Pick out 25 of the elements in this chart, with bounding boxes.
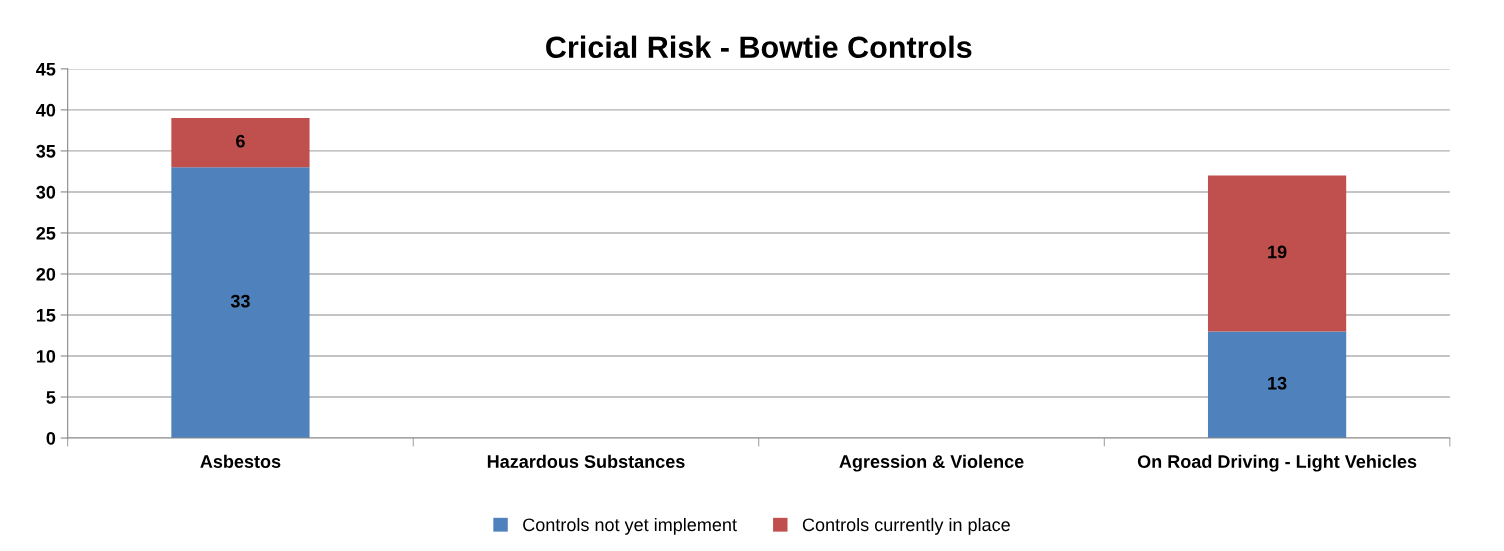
x-tick-label: On Road Driving - Light Vehicles [1137, 454, 1417, 472]
legend-label: Controls not yet implement [523, 517, 737, 535]
data-label: 19 [1268, 245, 1287, 259]
y-tick-label: 20 [36, 267, 56, 281]
x-tick-label: Asbestos [200, 454, 281, 468]
y-tick-label: 0 [46, 431, 56, 445]
data-label: 33 [230, 294, 250, 308]
chart-title: Cricial Risk - Bowtie Controls [546, 35, 972, 59]
bar [1207, 331, 1347, 439]
bar [171, 118, 310, 168]
y-tick-label: 5 [46, 391, 56, 404]
x-tick-label: Hazardous Substances [487, 454, 685, 468]
data-label: 6 [236, 134, 245, 148]
legend-label: Controls currently in place [802, 517, 1010, 535]
y-tick-label: 25 [36, 226, 56, 240]
bar [171, 167, 310, 439]
y-tick-label: 40 [36, 103, 56, 117]
y-tick-label: 45 [36, 63, 56, 76]
data-label: 13 [1268, 376, 1287, 390]
x-tick-label: Agression & Violence [839, 454, 1024, 472]
y-tick-label: 15 [36, 309, 56, 322]
y-tick-label: 35 [36, 144, 56, 158]
y-tick-label: 10 [36, 349, 56, 363]
bar [1207, 175, 1347, 332]
y-tick-label: 30 [36, 185, 56, 199]
